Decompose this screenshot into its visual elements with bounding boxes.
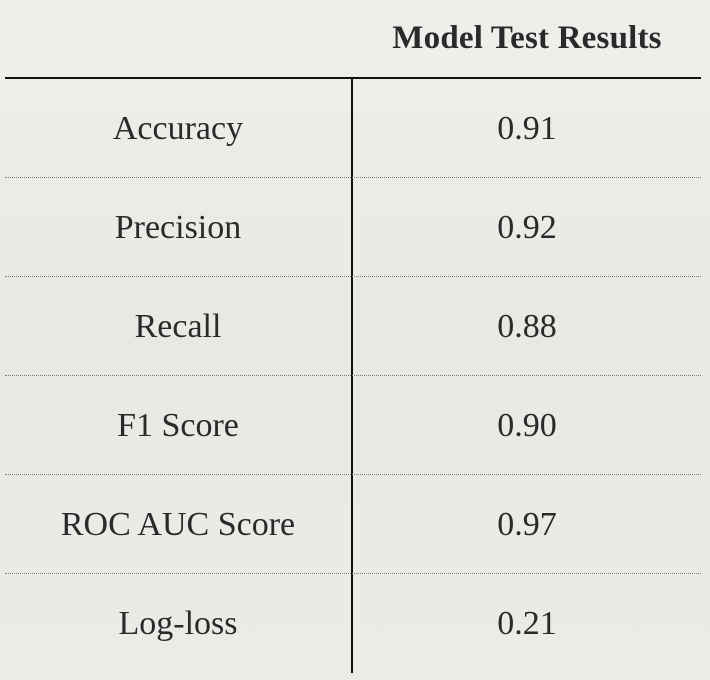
- metric-value: 0.97: [497, 505, 557, 543]
- metric-label: Log-loss: [118, 604, 238, 642]
- table-row: Precision 0.92: [5, 178, 701, 277]
- column-header: Model Test Results: [392, 20, 662, 56]
- metric-value: 0.21: [497, 604, 557, 642]
- metric-label: ROC AUC Score: [60, 505, 296, 543]
- metric-label: Recall: [134, 307, 222, 345]
- metric-label: Accuracy: [112, 109, 244, 147]
- metric-value: 0.88: [497, 307, 557, 345]
- table-row: Log-loss 0.21: [5, 574, 701, 673]
- metric-label: Precision: [114, 208, 242, 246]
- table-row: Recall 0.88: [5, 277, 701, 376]
- table-row: ROC AUC Score 0.97: [5, 475, 701, 574]
- metric-value: 0.91: [497, 109, 557, 147]
- table-body: Accuracy 0.91 Precision 0.92 Recall 0.88…: [5, 79, 701, 673]
- metric-value: 0.92: [497, 208, 557, 246]
- metric-value: 0.90: [497, 406, 557, 444]
- table-row: F1 Score 0.90: [5, 376, 701, 475]
- table-header-row: Model Test Results: [5, 0, 701, 79]
- metric-label: F1 Score: [117, 406, 239, 444]
- results-table: Model Test Results Accuracy 0.91 Precisi…: [5, 0, 701, 680]
- column-divider: [351, 79, 353, 673]
- table-row: Accuracy 0.91: [5, 79, 701, 178]
